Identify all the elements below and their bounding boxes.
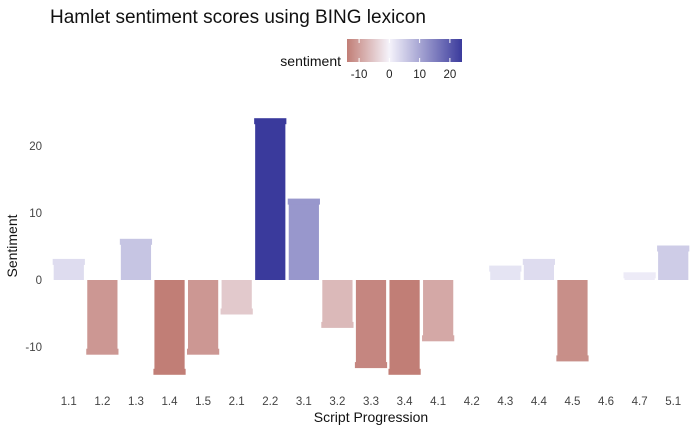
bar — [221, 280, 252, 314]
x-tick-label: 3.1 — [296, 396, 312, 408]
legend-tick-label: 0 — [386, 69, 392, 81]
x-tick-label: 3.2 — [329, 396, 345, 408]
legend-tick-label: 10 — [413, 69, 426, 81]
x-tick-label: 3.4 — [397, 396, 414, 408]
bar-1.1 — [52, 258, 85, 280]
bar-cap — [422, 335, 455, 342]
legend: sentiment -10 0 10 20 — [280, 39, 462, 81]
bar — [523, 259, 555, 280]
bar-cap — [186, 348, 220, 355]
bar-1.4 — [153, 280, 186, 375]
bar-cap — [220, 308, 253, 315]
bar-4.1 — [422, 280, 455, 342]
bar-3.3 — [354, 280, 388, 369]
x-tick-label: 1.1 — [61, 396, 77, 408]
bar — [389, 280, 420, 374]
bar-cap — [388, 368, 421, 375]
x-axis-title: Script Progression — [314, 409, 428, 425]
bar-1.3 — [119, 238, 153, 280]
legend-tick-label: 20 — [443, 69, 456, 81]
bar-3.1 — [287, 198, 320, 280]
bar-cap — [86, 348, 119, 355]
bar-cap — [489, 265, 522, 272]
legend-ticks: -10 0 10 20 — [351, 39, 456, 81]
bar-4.7 — [623, 272, 656, 280]
bar — [187, 280, 219, 354]
x-tick-label: 1.4 — [162, 396, 179, 408]
bar-1.5 — [186, 280, 220, 355]
y-axis: -10 0 10 20 — [25, 141, 42, 354]
bar-2.2 — [254, 118, 287, 280]
bar — [154, 280, 185, 374]
bar-cap — [153, 368, 186, 375]
bar-5.1 — [657, 245, 690, 280]
x-tick-label: 3.3 — [363, 396, 379, 408]
bar — [322, 280, 353, 327]
bar-cap — [119, 238, 153, 245]
bar — [355, 280, 387, 368]
bar — [423, 280, 454, 341]
bar-cap — [321, 321, 354, 328]
bar-cap — [52, 258, 85, 265]
y-tick-label: 20 — [29, 141, 42, 153]
bar-3.4 — [388, 280, 421, 375]
y-tick-label: -10 — [25, 342, 42, 354]
bar-cap — [254, 118, 287, 125]
bar — [658, 246, 689, 280]
bar-4.3 — [489, 265, 522, 280]
y-axis-title: Sentiment — [4, 214, 20, 277]
x-tick-label: 2.2 — [262, 396, 278, 408]
y-tick-label: 0 — [36, 275, 42, 287]
x-tick-label: 2.1 — [229, 396, 245, 408]
legend-tick-label: -10 — [351, 69, 368, 81]
bar — [87, 280, 118, 354]
bar-4.4 — [522, 258, 556, 280]
bar-cap — [354, 362, 388, 369]
bar-3.2 — [321, 280, 354, 328]
legend-title: sentiment — [280, 53, 341, 69]
bar-cap — [522, 258, 556, 265]
bars — [52, 118, 690, 375]
bar-4.5 — [556, 280, 589, 362]
x-tick-label: 4.5 — [564, 396, 580, 408]
bar-cap — [287, 198, 320, 205]
bar — [288, 199, 319, 280]
bar — [120, 239, 152, 280]
x-tick-label: 5.1 — [665, 396, 681, 408]
x-tick-label: 1.5 — [195, 396, 211, 408]
chart-title: Hamlet sentiment scores using BING lexic… — [50, 7, 426, 28]
bar-cap — [657, 245, 690, 252]
bar-2.1 — [220, 280, 253, 315]
x-tick-label: 4.2 — [464, 396, 480, 408]
x-tick-label: 4.7 — [632, 396, 648, 408]
bar — [255, 119, 286, 280]
x-axis: 1.1 1.2 1.3 1.4 1.5 2.1 2.2 3.1 3.2 3.3 3.4 4.1 4.2 4… — [61, 396, 681, 408]
x-tick-label: 1.3 — [128, 396, 144, 408]
x-tick-label: 1.2 — [94, 396, 110, 408]
x-tick-label: 4.6 — [598, 396, 614, 408]
bar-cap — [623, 272, 656, 279]
y-tick-label: 10 — [29, 208, 42, 220]
x-tick-label: 4.3 — [497, 396, 513, 408]
x-tick-label: 4.4 — [531, 396, 548, 408]
bar — [557, 280, 588, 361]
bar-1.2 — [86, 280, 119, 355]
legend-colorbar — [347, 39, 462, 62]
bar — [53, 259, 84, 280]
bar-cap — [556, 355, 589, 362]
x-tick-label: 4.1 — [430, 396, 446, 408]
